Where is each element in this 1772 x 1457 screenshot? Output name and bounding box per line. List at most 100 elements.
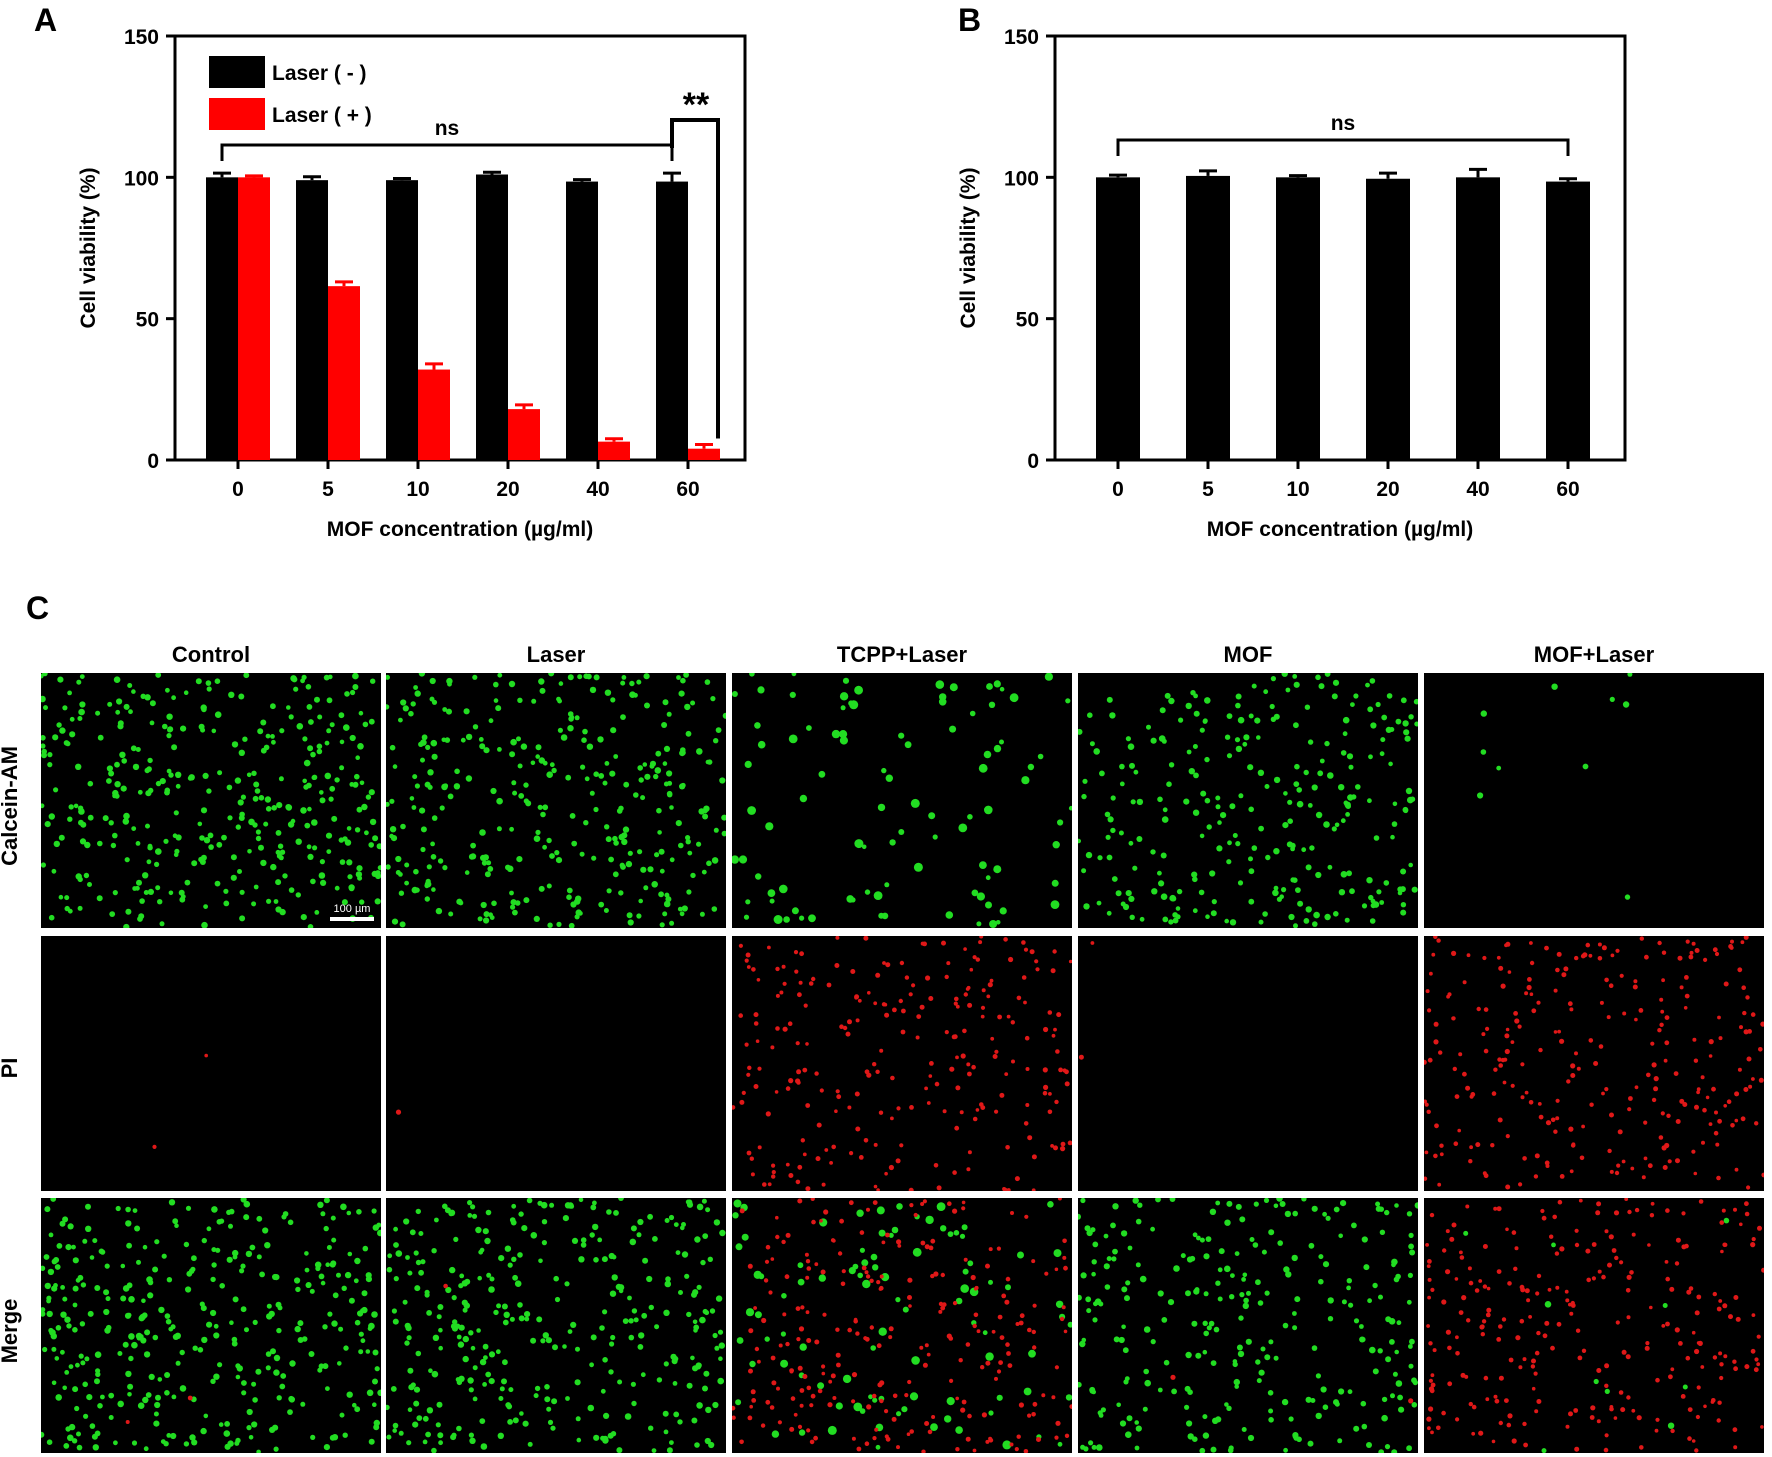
micrograph-mof-laser-calcein-am [1424,673,1764,928]
bar [296,180,328,460]
micrograph-control-pi [41,936,381,1191]
bar [1096,177,1140,461]
micrograph-image [1424,1198,1764,1453]
micrograph-image [41,673,381,928]
y-tick-label: 50 [1016,309,1039,332]
x-tick-label: 40 [1466,478,1489,501]
micrograph-image [386,673,726,928]
micrograph-laser-pi [386,936,726,1191]
x-tick-label: 10 [1286,478,1309,501]
bar [1276,177,1320,461]
x-tick-label: 20 [1376,478,1399,501]
column-label-control: Control [171,642,251,667]
micrograph-mof-pi [1078,936,1418,1191]
bar [1456,177,1500,461]
micrograph-tcpp-laser-pi [732,936,1072,1191]
x-tick-label: 60 [676,478,699,501]
y-tick-label: 100 [1004,167,1039,190]
micrograph-image [732,673,1072,928]
plot-frame [1053,34,1627,462]
row-label-pi: PI [0,1057,22,1079]
micrograph-image [1078,673,1418,928]
legend-swatch [209,56,265,88]
scale-bar: 100 µm [330,903,374,921]
plot-frame [173,34,747,462]
y-tick-label: 100 [124,167,159,190]
y-tick-label: 150 [124,26,159,49]
significance-label-stars: ** [683,86,710,124]
bar [688,448,720,460]
bar [418,369,450,460]
legend-label: Laser ( + ) [272,104,372,127]
x-tick-label: 5 [322,478,334,501]
scale-bar-label: 100 µm [333,903,371,915]
y-axis-label: Cell viability (%) [957,167,980,328]
row-label-calcein-am: Calcein-AM [0,746,22,866]
legend-label: Laser ( - ) [272,62,367,85]
bar [1186,175,1230,461]
panel-label-b: B [958,2,982,38]
micrograph-image [386,936,726,1191]
bar [206,177,238,461]
y-tick-label: 0 [1027,450,1039,473]
x-axis-label: MOF concentration (µg/ml) [1207,518,1473,541]
bar [1546,181,1590,460]
micrograph-control-merge [41,1198,381,1453]
bar [598,441,630,460]
micrograph-mof-laser-merge [1424,1198,1764,1453]
x-tick-label: 5 [1202,478,1214,501]
bar [328,286,360,460]
scale-bar-line [330,917,374,921]
significance-bracket [1116,138,1570,156]
significance-bracket [220,143,674,161]
y-axis-label: Cell viability (%) [77,167,100,328]
column-label-laser: Laser [526,642,586,667]
significance-bracket-stars [670,118,720,439]
micrograph-laser-calcein-am [386,673,726,928]
x-axis-label: MOF concentration (µg/ml) [327,518,593,541]
micrograph-mof-calcein-am [1078,673,1418,928]
x-tick-label: 0 [232,478,244,501]
micrograph-laser-merge [386,1198,726,1453]
micrograph-tcpp-laser-merge [732,1198,1072,1453]
significance-label-ns: ns [1331,112,1356,135]
x-tick-label: 0 [1112,478,1124,501]
micrograph-image [1424,673,1764,928]
bar [656,181,688,460]
panel-label-c: C [26,590,50,626]
micrograph-control-calcein-am [41,673,381,928]
micrograph-mof-merge [1078,1198,1418,1453]
y-tick-label: 0 [147,450,159,473]
bar [238,177,270,461]
significance-label-ns: ns [435,117,460,140]
micrograph-image [41,1198,381,1453]
y-tick-label: 50 [136,309,159,332]
x-tick-label: 60 [1556,478,1579,501]
micrograph-image [732,1198,1072,1453]
x-tick-label: 10 [406,478,429,501]
panel-label-a: A [34,2,58,38]
micrograph-image [41,936,381,1191]
bar [566,181,598,460]
bar [508,409,540,460]
x-tick-label: 20 [496,478,519,501]
chart-b: 0 50 100 150 0 5 10 20 40 60 Cell viability (%) MOF… [957,26,1627,541]
bar [476,174,508,461]
micrograph-mof-laser-pi [1424,936,1764,1191]
micrograph-image [732,936,1072,1191]
column-label-mof-laser: MOF+Laser [1533,642,1655,667]
y-tick-label: 150 [1004,26,1039,49]
column-label-tcpp-laser: TCPP+Laser [836,642,968,667]
bar [1366,178,1410,460]
micrograph-image [1424,936,1764,1191]
micrograph-image [386,1198,726,1453]
micrograph-tcpp-laser-calcein-am [732,673,1072,928]
chart-a: 0 50 100 150 0 5 10 20 40 60 Cell viability (%) MOF… [77,26,747,541]
column-label-mof: MOF [1223,642,1273,667]
micrograph-image [1078,936,1418,1191]
bar [386,180,418,460]
legend-swatch [209,98,265,130]
micrograph-image [1078,1198,1418,1453]
x-tick-label: 40 [586,478,609,501]
